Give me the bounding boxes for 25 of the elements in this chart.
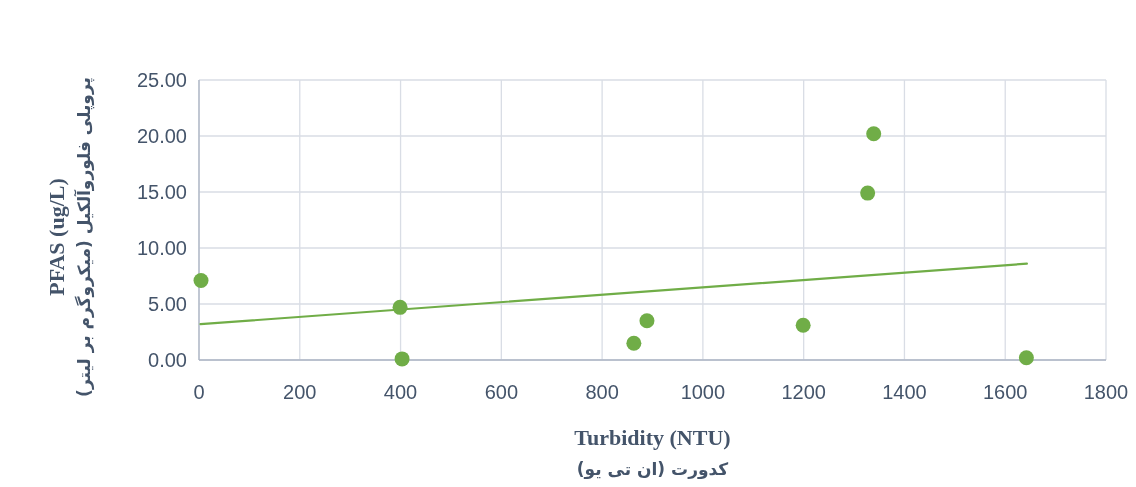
point [626, 335, 642, 351]
x-tick-label: 600 [484, 381, 519, 403]
x-tick-label: 1600 [982, 381, 1028, 403]
y-tick-label: 15.00 [136, 181, 187, 203]
x-tick-label: 1000 [680, 381, 726, 403]
point [193, 272, 209, 288]
point [866, 126, 882, 142]
x-tick-label: 1800 [1083, 381, 1129, 403]
y-tick-label: 20.00 [136, 125, 187, 147]
x-tick-label: 400 [383, 381, 418, 403]
point [795, 317, 811, 333]
x-tick-label: 1200 [781, 381, 826, 403]
y-tick-label: 10.00 [136, 237, 187, 259]
y-tick-label: 25.00 [136, 69, 187, 91]
point [860, 185, 876, 201]
x-tick-label: 200 [283, 381, 317, 403]
point [392, 299, 408, 315]
x-tick-label: 0 [193, 381, 205, 403]
point [394, 351, 410, 367]
point [639, 313, 655, 329]
y-tick-label: 5.00 [148, 293, 187, 315]
x-tick-label: 800 [585, 381, 619, 403]
point [1018, 350, 1034, 366]
y-tick-label: 0.00 [148, 349, 187, 371]
x-tick-label: 1400 [882, 381, 927, 403]
